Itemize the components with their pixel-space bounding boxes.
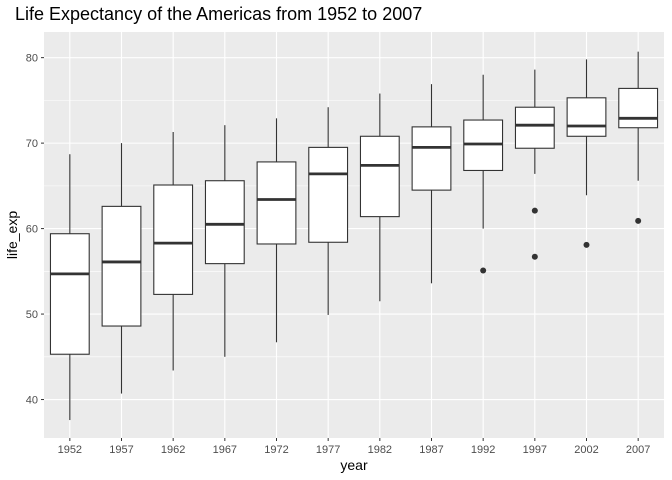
box-iqr bbox=[411, 126, 452, 191]
x-tick-label: 1987 bbox=[419, 444, 443, 456]
x-tick-label: 1967 bbox=[213, 444, 237, 456]
x-tick-label: 2002 bbox=[574, 444, 598, 456]
x-tick-label: 1992 bbox=[471, 444, 495, 456]
box-iqr bbox=[101, 205, 142, 327]
box-iqr bbox=[49, 233, 90, 355]
x-axis-title: year bbox=[340, 457, 368, 473]
box-iqr bbox=[153, 184, 194, 295]
y-axis-title: life_exp bbox=[4, 211, 20, 259]
x-tick-label: 1972 bbox=[264, 444, 288, 456]
y-tick-label: 70 bbox=[26, 138, 38, 150]
y-tick-label: 50 bbox=[26, 309, 38, 321]
box-iqr bbox=[514, 106, 555, 149]
box-iqr bbox=[256, 161, 297, 245]
y-tick-label: 80 bbox=[26, 53, 38, 65]
y-tick-label: 40 bbox=[26, 395, 38, 407]
box-iqr bbox=[359, 135, 400, 218]
x-tick-label: 1997 bbox=[523, 444, 547, 456]
x-tick-label: 1977 bbox=[316, 444, 340, 456]
x-tick-label: 1962 bbox=[161, 444, 185, 456]
outlier-point bbox=[531, 253, 538, 260]
plot-panel bbox=[44, 32, 664, 438]
chart-title: Life Expectancy of the Americas from 195… bbox=[15, 4, 423, 24]
box-iqr bbox=[308, 146, 349, 243]
outlier-point bbox=[480, 267, 487, 274]
x-tick-label: 1982 bbox=[368, 444, 392, 456]
x-tick-label: 2007 bbox=[626, 444, 650, 456]
outlier-point bbox=[531, 207, 538, 214]
y-tick-label: 60 bbox=[26, 224, 38, 236]
box-iqr bbox=[566, 97, 607, 137]
x-tick-label: 1952 bbox=[58, 444, 82, 456]
outlier-point bbox=[583, 241, 590, 248]
box-iqr bbox=[618, 87, 659, 129]
outlier-point bbox=[635, 217, 642, 224]
x-tick-label: 1957 bbox=[109, 444, 133, 456]
box-iqr bbox=[204, 180, 245, 265]
